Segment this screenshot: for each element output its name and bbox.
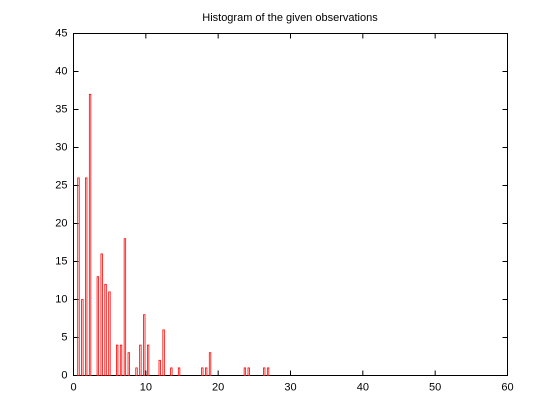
bar [243,367,247,376]
y-tick-label: 0 [61,369,67,381]
x-tick-label: 60 [501,381,513,393]
bar [88,93,92,376]
x-tick-label: 40 [357,381,369,393]
bar [81,299,84,376]
bar [162,329,165,376]
bar [85,177,88,376]
bar [205,367,208,376]
y-tick-label: 5 [61,331,67,343]
y-tick-label: 15 [55,255,67,267]
y-tick-label: 40 [55,65,67,77]
bar [170,367,173,376]
bar [77,177,80,376]
bar [266,367,270,376]
y-tick-label: 35 [55,103,67,115]
bar [96,276,99,376]
x-tick-label: 50 [429,381,441,393]
x-tick-label: 0 [70,381,76,393]
bar [116,344,119,376]
bar [119,344,123,376]
bar [201,367,204,376]
bar [247,367,250,376]
y-tick-label: 25 [55,179,67,191]
x-tick-label: 20 [212,381,224,393]
y-tick-label: 10 [55,293,67,305]
bar [100,253,103,376]
bar [146,344,150,376]
bar [123,238,127,376]
chart-title: Histogram of the given observations [202,12,378,24]
bar [127,352,130,376]
x-tick-label: 30 [284,381,296,393]
bar [208,352,212,376]
y-tick-label: 30 [55,141,67,153]
bar [104,283,107,376]
bar [263,367,266,376]
bar [135,367,138,376]
bar [108,291,111,376]
bar [143,314,146,376]
bar [177,367,181,376]
x-tick-label: 10 [140,381,152,393]
bar [139,344,142,376]
y-tick-label: 45 [55,27,67,39]
bar [158,359,161,376]
y-tick-label: 20 [55,217,67,229]
